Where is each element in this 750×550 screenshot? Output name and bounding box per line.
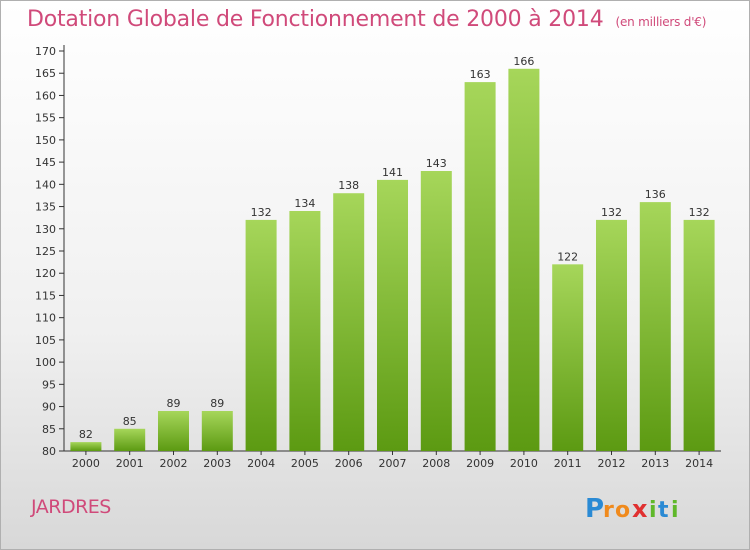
y-tick-label: 145 <box>35 156 56 169</box>
x-tick-label: 2012 <box>598 457 626 470</box>
y-tick-label: 100 <box>35 356 56 369</box>
y-tick-label: 110 <box>35 312 56 325</box>
bar-2009 <box>464 82 496 451</box>
data-label: 89 <box>210 397 224 410</box>
svg-text:i: i <box>671 498 679 523</box>
bar-2012 <box>596 219 627 451</box>
y-tick-label: 155 <box>35 112 56 125</box>
bar-2006 <box>333 193 365 451</box>
bar-2005 <box>289 211 321 451</box>
x-tick-label: 2011 <box>554 457 582 470</box>
bar-2013 <box>639 202 671 451</box>
svg-text:P: P <box>585 494 604 524</box>
data-label: 132 <box>689 206 710 219</box>
bar-2011 <box>552 264 584 451</box>
data-label: 132 <box>251 206 272 219</box>
data-label: 132 <box>601 206 622 219</box>
data-label: 89 <box>167 397 181 410</box>
x-tick-label: 2003 <box>203 457 231 470</box>
bar-2003 <box>201 411 233 451</box>
bar-2002 <box>158 411 189 451</box>
y-tick-label: 90 <box>42 401 56 414</box>
x-tick-label: 2009 <box>466 457 494 470</box>
y-tick-label: 150 <box>35 134 56 147</box>
x-tick-label: 2010 <box>510 457 538 470</box>
y-tick-label: 85 <box>42 423 56 436</box>
x-tick-label: 2007 <box>379 457 407 470</box>
x-tick-label: 2002 <box>160 457 188 470</box>
svg-text:i: i <box>649 498 657 523</box>
bar-2001 <box>114 428 146 451</box>
bar-2008 <box>420 171 452 451</box>
bar-2004 <box>245 219 277 451</box>
y-tick-label: 80 <box>42 445 56 458</box>
chart-bars <box>70 68 715 452</box>
y-tick-label: 170 <box>35 45 56 58</box>
y-tick-label: 165 <box>35 67 56 80</box>
chart-axes: 80 85 90 95 100 105 110 115 120 125 130 135 140 145 15… <box>35 45 721 470</box>
data-label: 82 <box>79 428 93 441</box>
y-tick-label: 95 <box>42 378 56 391</box>
x-tick-label: 2006 <box>335 457 363 470</box>
data-label: 122 <box>557 250 578 263</box>
y-tick-label: 140 <box>35 178 56 191</box>
chart-title: Dotation Globale de Fonctionnement de 20… <box>27 7 706 32</box>
y-tick-label: 105 <box>35 334 56 347</box>
x-tick-label: 2014 <box>685 457 713 470</box>
bar-2007 <box>377 179 408 451</box>
data-label: 134 <box>294 197 315 210</box>
y-tick-label: 115 <box>35 289 56 302</box>
commune-name: JARDRES <box>31 496 111 518</box>
chart-subtitle: (en milliers d'€) <box>615 15 707 29</box>
x-tick-label: 2004 <box>247 457 275 470</box>
data-label: 141 <box>382 166 403 179</box>
bar-2010 <box>508 68 540 452</box>
data-label: 166 <box>513 55 534 68</box>
y-tick-label: 120 <box>35 267 56 280</box>
bar-2014 <box>683 219 715 451</box>
x-tick-label: 2008 <box>422 457 450 470</box>
proxiti-logo[interactable]: P r o x i t i <box>583 490 693 526</box>
x-tick-label: 2005 <box>291 457 319 470</box>
data-label: 163 <box>470 68 491 81</box>
x-tick-label: 2001 <box>116 457 144 470</box>
data-label: 138 <box>338 179 359 192</box>
y-tick-label: 130 <box>35 223 56 236</box>
data-label: 143 <box>426 157 447 170</box>
svg-text:r: r <box>603 498 614 523</box>
data-label: 85 <box>123 415 137 428</box>
chart-title-text: Dotation Globale de Fonctionnement de 20… <box>27 7 604 32</box>
y-tick-label: 135 <box>35 201 56 214</box>
bar-2000 <box>70 442 102 451</box>
x-tick-label: 2013 <box>641 457 669 470</box>
data-label: 136 <box>645 188 666 201</box>
y-tick-label: 125 <box>35 245 56 258</box>
svg-text:t: t <box>658 498 669 523</box>
svg-text:x: x <box>632 495 648 523</box>
chart-data-labels: 82 85 89 89 132 134 138 141 143 163 166 122 132 136 13… <box>79 55 710 441</box>
x-tick-label: 2000 <box>72 457 100 470</box>
svg-text:o: o <box>615 498 630 523</box>
y-tick-label: 160 <box>35 89 56 102</box>
